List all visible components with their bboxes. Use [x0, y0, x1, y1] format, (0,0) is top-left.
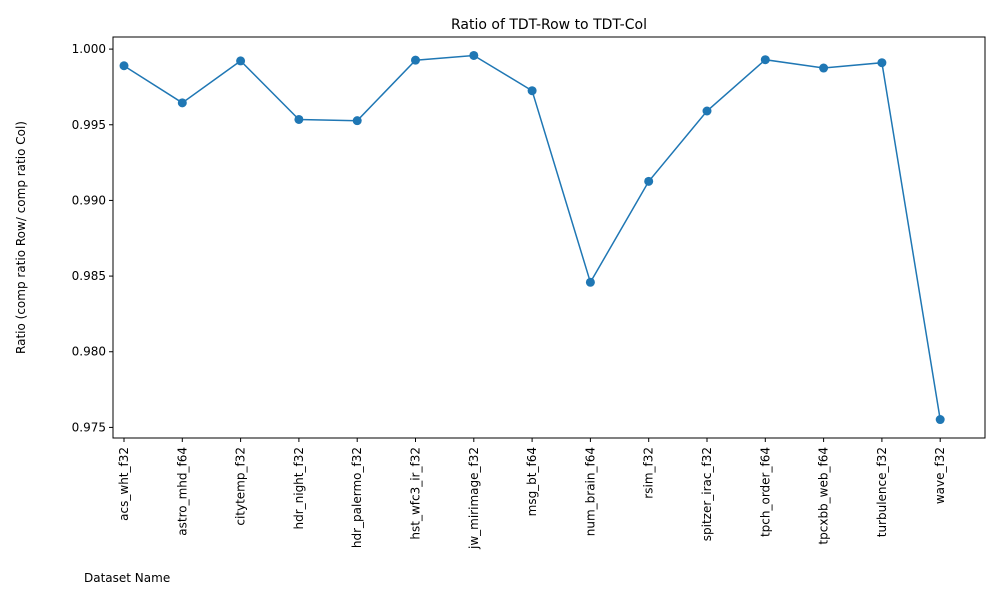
data-point — [585, 277, 595, 287]
data-point — [469, 50, 479, 60]
x-tick-label: rsim_f32 — [642, 447, 656, 499]
data-point — [819, 63, 829, 73]
chart-title: Ratio of TDT-Row to TDT-Col — [451, 17, 647, 33]
data-point — [877, 58, 887, 68]
x-tick-label: tpcxbb_web_f64 — [817, 447, 831, 545]
data-point — [352, 116, 362, 126]
y-tick-label: 0.995 — [72, 118, 106, 132]
x-tick-label: wave_f32 — [933, 447, 947, 504]
y-tick-label: 0.980 — [72, 345, 106, 359]
x-tick-label: hdr_night_f32 — [292, 447, 306, 530]
data-point — [236, 56, 246, 66]
x-tick-label: hdr_palermo_f32 — [350, 447, 364, 548]
x-axis-label: Dataset Name — [84, 571, 170, 585]
data-point — [294, 114, 304, 124]
data-point — [527, 86, 537, 96]
data-point — [760, 55, 770, 65]
y-tick-label: 1.000 — [72, 42, 106, 56]
y-tick-label: 0.985 — [72, 269, 106, 283]
x-tick-label: msg_bt_f64 — [525, 447, 539, 516]
x-tick-label: hst_wfc3_ir_f32 — [409, 447, 423, 540]
series-line — [123, 54, 941, 420]
y-tick-label: 0.975 — [72, 420, 106, 434]
x-tick-label: jw_mirimage_f32 — [467, 447, 481, 550]
x-tick-label: turbulence_f32 — [875, 447, 889, 537]
y-tick-label: 0.990 — [72, 193, 106, 207]
data-point — [119, 61, 129, 71]
x-tick-label: astro_mhd_f64 — [175, 447, 189, 536]
x-tick-label: num_brain_f64 — [583, 447, 597, 536]
data-point — [935, 415, 945, 425]
data-point — [644, 176, 654, 186]
plot-frame — [112, 36, 986, 439]
x-tick-label: spitzer_irac_f32 — [700, 447, 714, 541]
x-tick-label: citytemp_f32 — [234, 447, 248, 526]
x-tick-label: acs_wht_f32 — [117, 447, 131, 521]
data-point — [177, 98, 187, 108]
data-point — [411, 55, 420, 65]
plot-area — [119, 50, 945, 425]
y-axis-label: Ratio (comp ratio Row/ comp ratio Col) — [14, 121, 28, 354]
data-point — [702, 106, 712, 116]
x-tick-label: tpch_order_f64 — [758, 447, 772, 537]
